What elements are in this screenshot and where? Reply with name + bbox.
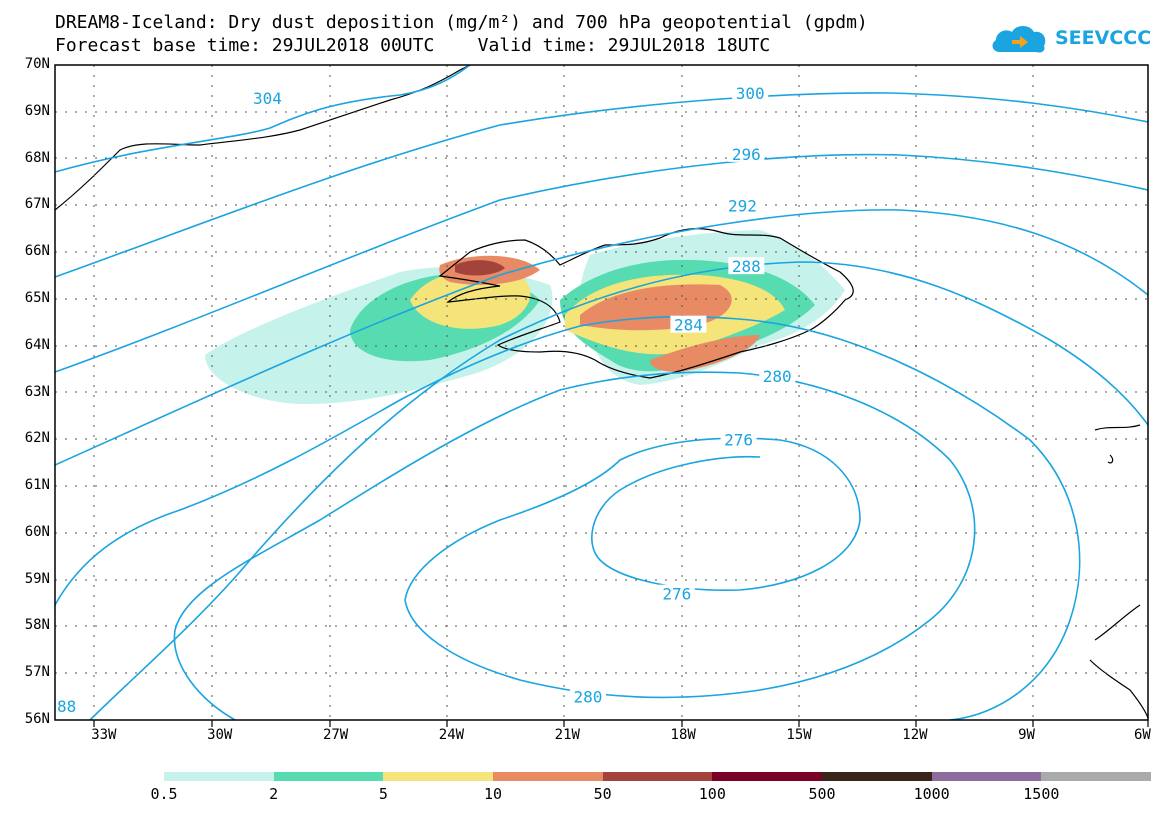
lat-tick-label: 59N bbox=[24, 570, 50, 587]
scotland-coastline bbox=[1089, 604, 1148, 719]
lon-tick-label: 6W bbox=[1134, 727, 1151, 743]
contour-label: 296 bbox=[728, 144, 765, 164]
legend-label: 10 bbox=[483, 785, 503, 803]
contour-label-text: 276 bbox=[724, 430, 753, 449]
contour-label-text: 276 bbox=[662, 585, 691, 604]
contour-label-text: 300 bbox=[736, 84, 765, 103]
legend-label: 50 bbox=[593, 785, 612, 803]
contour-296 bbox=[55, 153, 1148, 373]
lat-tick-label: 57N bbox=[24, 664, 50, 681]
cloud-logo-icon bbox=[992, 26, 1046, 53]
legend-swatch bbox=[822, 772, 932, 781]
dust-5-west bbox=[410, 268, 531, 329]
contour-284 bbox=[55, 315, 1081, 720]
legend-label: 1500 bbox=[1023, 785, 1060, 803]
contour-label: 280 bbox=[569, 687, 606, 707]
contour-304 bbox=[55, 65, 471, 173]
contour-288 bbox=[89, 261, 1148, 720]
faroe-shetland-coastline bbox=[1094, 424, 1141, 464]
lon-tick-label: 12W bbox=[902, 727, 928, 743]
contour-label-text: 304 bbox=[253, 89, 282, 108]
lon-tick-label: 30W bbox=[207, 727, 233, 743]
contour-label: 280 bbox=[759, 367, 796, 386]
contour-label: 288 bbox=[728, 257, 765, 276]
iceland-coastline bbox=[438, 228, 854, 379]
contour-label: 292 bbox=[724, 196, 761, 215]
contour-label-text: 292 bbox=[728, 196, 757, 215]
lon-tick-label: 33W bbox=[91, 727, 117, 743]
contour-label-text: 280 bbox=[574, 688, 603, 707]
contour-label-text: 288 bbox=[732, 257, 761, 276]
contour-label-text: 296 bbox=[732, 145, 761, 164]
graticule bbox=[55, 65, 1148, 720]
coastlines bbox=[55, 65, 1148, 719]
dust-deposition-shading bbox=[205, 230, 845, 405]
dust-50-patch bbox=[455, 260, 505, 276]
contour-label-text: 284 bbox=[674, 316, 703, 335]
lat-tick-label: 58N bbox=[24, 617, 50, 634]
legend-label: 2 bbox=[269, 785, 279, 803]
lat-tick-label: 61N bbox=[24, 477, 50, 494]
legend-label: 1000 bbox=[913, 785, 950, 803]
legend-label: 100 bbox=[698, 785, 726, 803]
legend-swatch bbox=[383, 772, 494, 781]
map-subtitle: Forecast base time: 29JUL2018 00UTC Vali… bbox=[55, 35, 771, 56]
contour-label: 88 bbox=[55, 696, 80, 716]
legend-swatch bbox=[712, 772, 823, 781]
legend-swatch bbox=[273, 772, 384, 781]
greenland-coastline bbox=[55, 65, 471, 211]
contour-labels: 304 300 296 292 288 284 280 276 276 280 88 bbox=[55, 84, 796, 716]
lon-tick-label: 18W bbox=[670, 727, 696, 743]
legend-label: 5 bbox=[378, 785, 388, 803]
plot-frame bbox=[54, 64, 1149, 721]
contour-label-text: 280 bbox=[763, 367, 792, 386]
contour-label-text: 88 bbox=[57, 697, 76, 716]
contour-label: 276 bbox=[720, 430, 757, 449]
legend-swatch bbox=[1041, 772, 1152, 781]
dust-10-south bbox=[650, 335, 760, 372]
lon-tick-label: 15W bbox=[786, 727, 812, 743]
contour-label: 304 bbox=[249, 88, 286, 108]
tick-marks bbox=[93, 720, 1149, 727]
geopotential-contours bbox=[55, 65, 1148, 720]
legend-label: 500 bbox=[808, 785, 836, 803]
legend-swatch bbox=[931, 772, 1042, 781]
lat-tick-label: 60N bbox=[24, 523, 50, 540]
lon-tick-label: 24W bbox=[438, 727, 465, 743]
map-title: DREAM8-Iceland: Dry dust deposition (mg/… bbox=[55, 12, 868, 33]
legend-swatch bbox=[602, 772, 713, 781]
lat-tick-label: 64N bbox=[24, 336, 50, 353]
contour-label: 284 bbox=[670, 315, 707, 335]
lat-tick-label: 67N bbox=[24, 196, 50, 213]
lat-tick-label: 63N bbox=[24, 383, 50, 400]
lat-tick-label: 69N bbox=[24, 102, 50, 119]
legend-label: 0.5 bbox=[150, 785, 178, 803]
contour-280 bbox=[173, 371, 976, 720]
lat-tick-label: 68N bbox=[24, 149, 50, 166]
contour-292 bbox=[55, 209, 1148, 466]
lat-tick-label: 56N bbox=[24, 711, 50, 727]
contour-300 bbox=[55, 92, 1148, 278]
logo-text: SEEVCCC bbox=[1055, 27, 1152, 49]
lon-tick-label: 9W bbox=[1018, 727, 1035, 743]
lat-tick-label: 70N bbox=[24, 56, 50, 72]
lat-tick-label: 62N bbox=[24, 430, 50, 447]
lon-tick-label: 27W bbox=[322, 727, 349, 743]
lon-tick-label: 21W bbox=[554, 727, 580, 743]
lat-tick-label: 66N bbox=[24, 243, 50, 260]
lat-tick-label: 65N bbox=[24, 289, 50, 306]
contour-label: 300 bbox=[732, 84, 769, 103]
contour-label: 276 bbox=[658, 584, 695, 604]
legend-swatch bbox=[164, 772, 274, 781]
legend-swatch bbox=[493, 772, 603, 781]
legend-colorbar bbox=[164, 772, 1152, 781]
